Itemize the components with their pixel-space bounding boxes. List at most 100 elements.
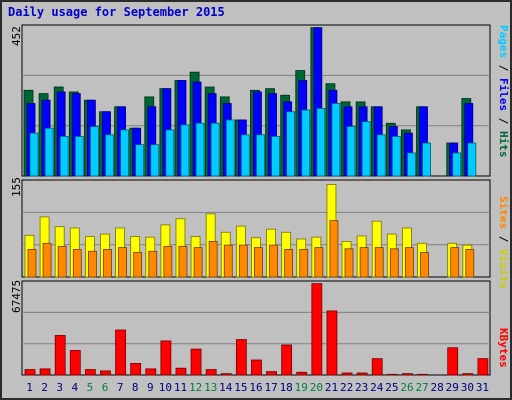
kbytes-bar (356, 372, 368, 376)
pages-bar (105, 134, 114, 177)
sites-bar (299, 249, 309, 278)
x-tick-label: 17 (264, 381, 277, 394)
sites-bar (103, 249, 112, 278)
kbytes-bar (54, 335, 66, 376)
x-tick-label: 13 (204, 381, 217, 394)
kbytes-bar (190, 348, 202, 376)
kbytes-bar (205, 369, 217, 376)
pages-bar (467, 142, 477, 177)
kbytes-bar (251, 359, 262, 376)
kbytes-bar (477, 358, 489, 376)
pages-bar (452, 152, 462, 177)
pages-bar (59, 136, 69, 177)
x-tick-label: 14 (219, 381, 233, 394)
x-tick-label: 27 (415, 381, 428, 394)
kbytes-bar (175, 367, 187, 376)
x-tick-label: 6 (102, 381, 109, 394)
x-tick-label: 19 (295, 381, 308, 394)
kbytes-bar (130, 363, 142, 376)
kbytes-bar (115, 329, 126, 376)
pages-bar (135, 144, 145, 177)
pages-bar (210, 122, 220, 177)
pages-bar (256, 134, 265, 177)
sites-bar (163, 245, 173, 278)
x-tick-label: 9 (147, 381, 154, 394)
kbytes-bar (69, 350, 81, 376)
x-tick-label: 25 (385, 381, 398, 394)
pages-bar (271, 136, 280, 177)
sites-bar (42, 242, 52, 278)
sites-bar (208, 241, 218, 278)
pages-bar (150, 144, 160, 177)
pages-bar (422, 142, 431, 177)
x-tick-label: 18 (280, 381, 293, 394)
sites-bar (420, 252, 429, 278)
sites-bar (254, 247, 263, 278)
kbytes-bar (341, 372, 353, 376)
pages-bar (316, 108, 326, 177)
pages-bar (225, 119, 235, 177)
kbytes-bar (402, 373, 413, 376)
sites-bar (57, 245, 67, 278)
kbytes-bar (311, 283, 323, 376)
pages-bar (301, 109, 311, 177)
kbytes-bar (145, 368, 157, 376)
kbytes-bar (39, 368, 51, 376)
pages-bar (120, 129, 129, 177)
sites-bar (223, 244, 233, 278)
x-tick-label: 24 (370, 381, 384, 394)
x-tick-label: 22 (340, 381, 353, 394)
x-tick-label: 21 (325, 381, 338, 394)
x-tick-label: 1 (26, 381, 33, 394)
x-tick-label: 8 (132, 381, 139, 394)
kbytes-bar (371, 358, 383, 376)
kbytes-bar (281, 344, 293, 376)
kbytes-bar (417, 373, 428, 376)
sites-bar (405, 247, 414, 278)
pages-bar (180, 124, 190, 177)
pages-bar (240, 134, 250, 177)
kbytes-bar (447, 347, 459, 376)
x-tick-label: 29 (446, 381, 459, 394)
kbytes-bar (100, 370, 111, 376)
sites-bar (465, 249, 475, 278)
x-tick-label: 20 (310, 381, 323, 394)
x-tick-label: 31 (476, 381, 489, 394)
kbytes-bar (296, 371, 308, 376)
sites-bar (72, 249, 82, 278)
kbytes-bar (386, 373, 398, 376)
sites-bar (450, 247, 460, 278)
x-tick-label: 28 (431, 381, 444, 394)
pages-bar (286, 111, 296, 177)
kbytes-bar (220, 373, 232, 376)
pages-bar (89, 126, 99, 177)
x-tick-label: 11 (174, 381, 187, 394)
sites-bar (178, 245, 188, 278)
sites-bar (344, 248, 354, 278)
kbytes-bar (266, 371, 277, 376)
pages-bar (195, 122, 205, 177)
sites-bar (329, 220, 339, 278)
sites-bar (314, 247, 324, 278)
kbytes-bar (160, 340, 172, 376)
sites-bar (284, 249, 294, 278)
kbytes-bar (84, 369, 96, 376)
kbytes-bar (235, 339, 247, 376)
x-tick-label: 5 (87, 381, 94, 394)
sites-bar (359, 247, 369, 278)
x-tick-label: 2 (41, 381, 48, 394)
x-tick-label: 3 (56, 381, 63, 394)
x-tick-label: 10 (159, 381, 172, 394)
sites-bar (133, 252, 143, 278)
kbytes-bar (462, 373, 474, 376)
x-tick-label: 4 (72, 381, 79, 394)
pages-bar (407, 152, 416, 177)
pages-bar (376, 134, 386, 177)
pages-bar (44, 127, 54, 177)
sites-bar (27, 249, 37, 278)
x-tick-label: 23 (355, 381, 368, 394)
pages-bar (361, 121, 371, 177)
x-tick-label: 30 (461, 381, 474, 394)
sites-bar (118, 247, 127, 278)
